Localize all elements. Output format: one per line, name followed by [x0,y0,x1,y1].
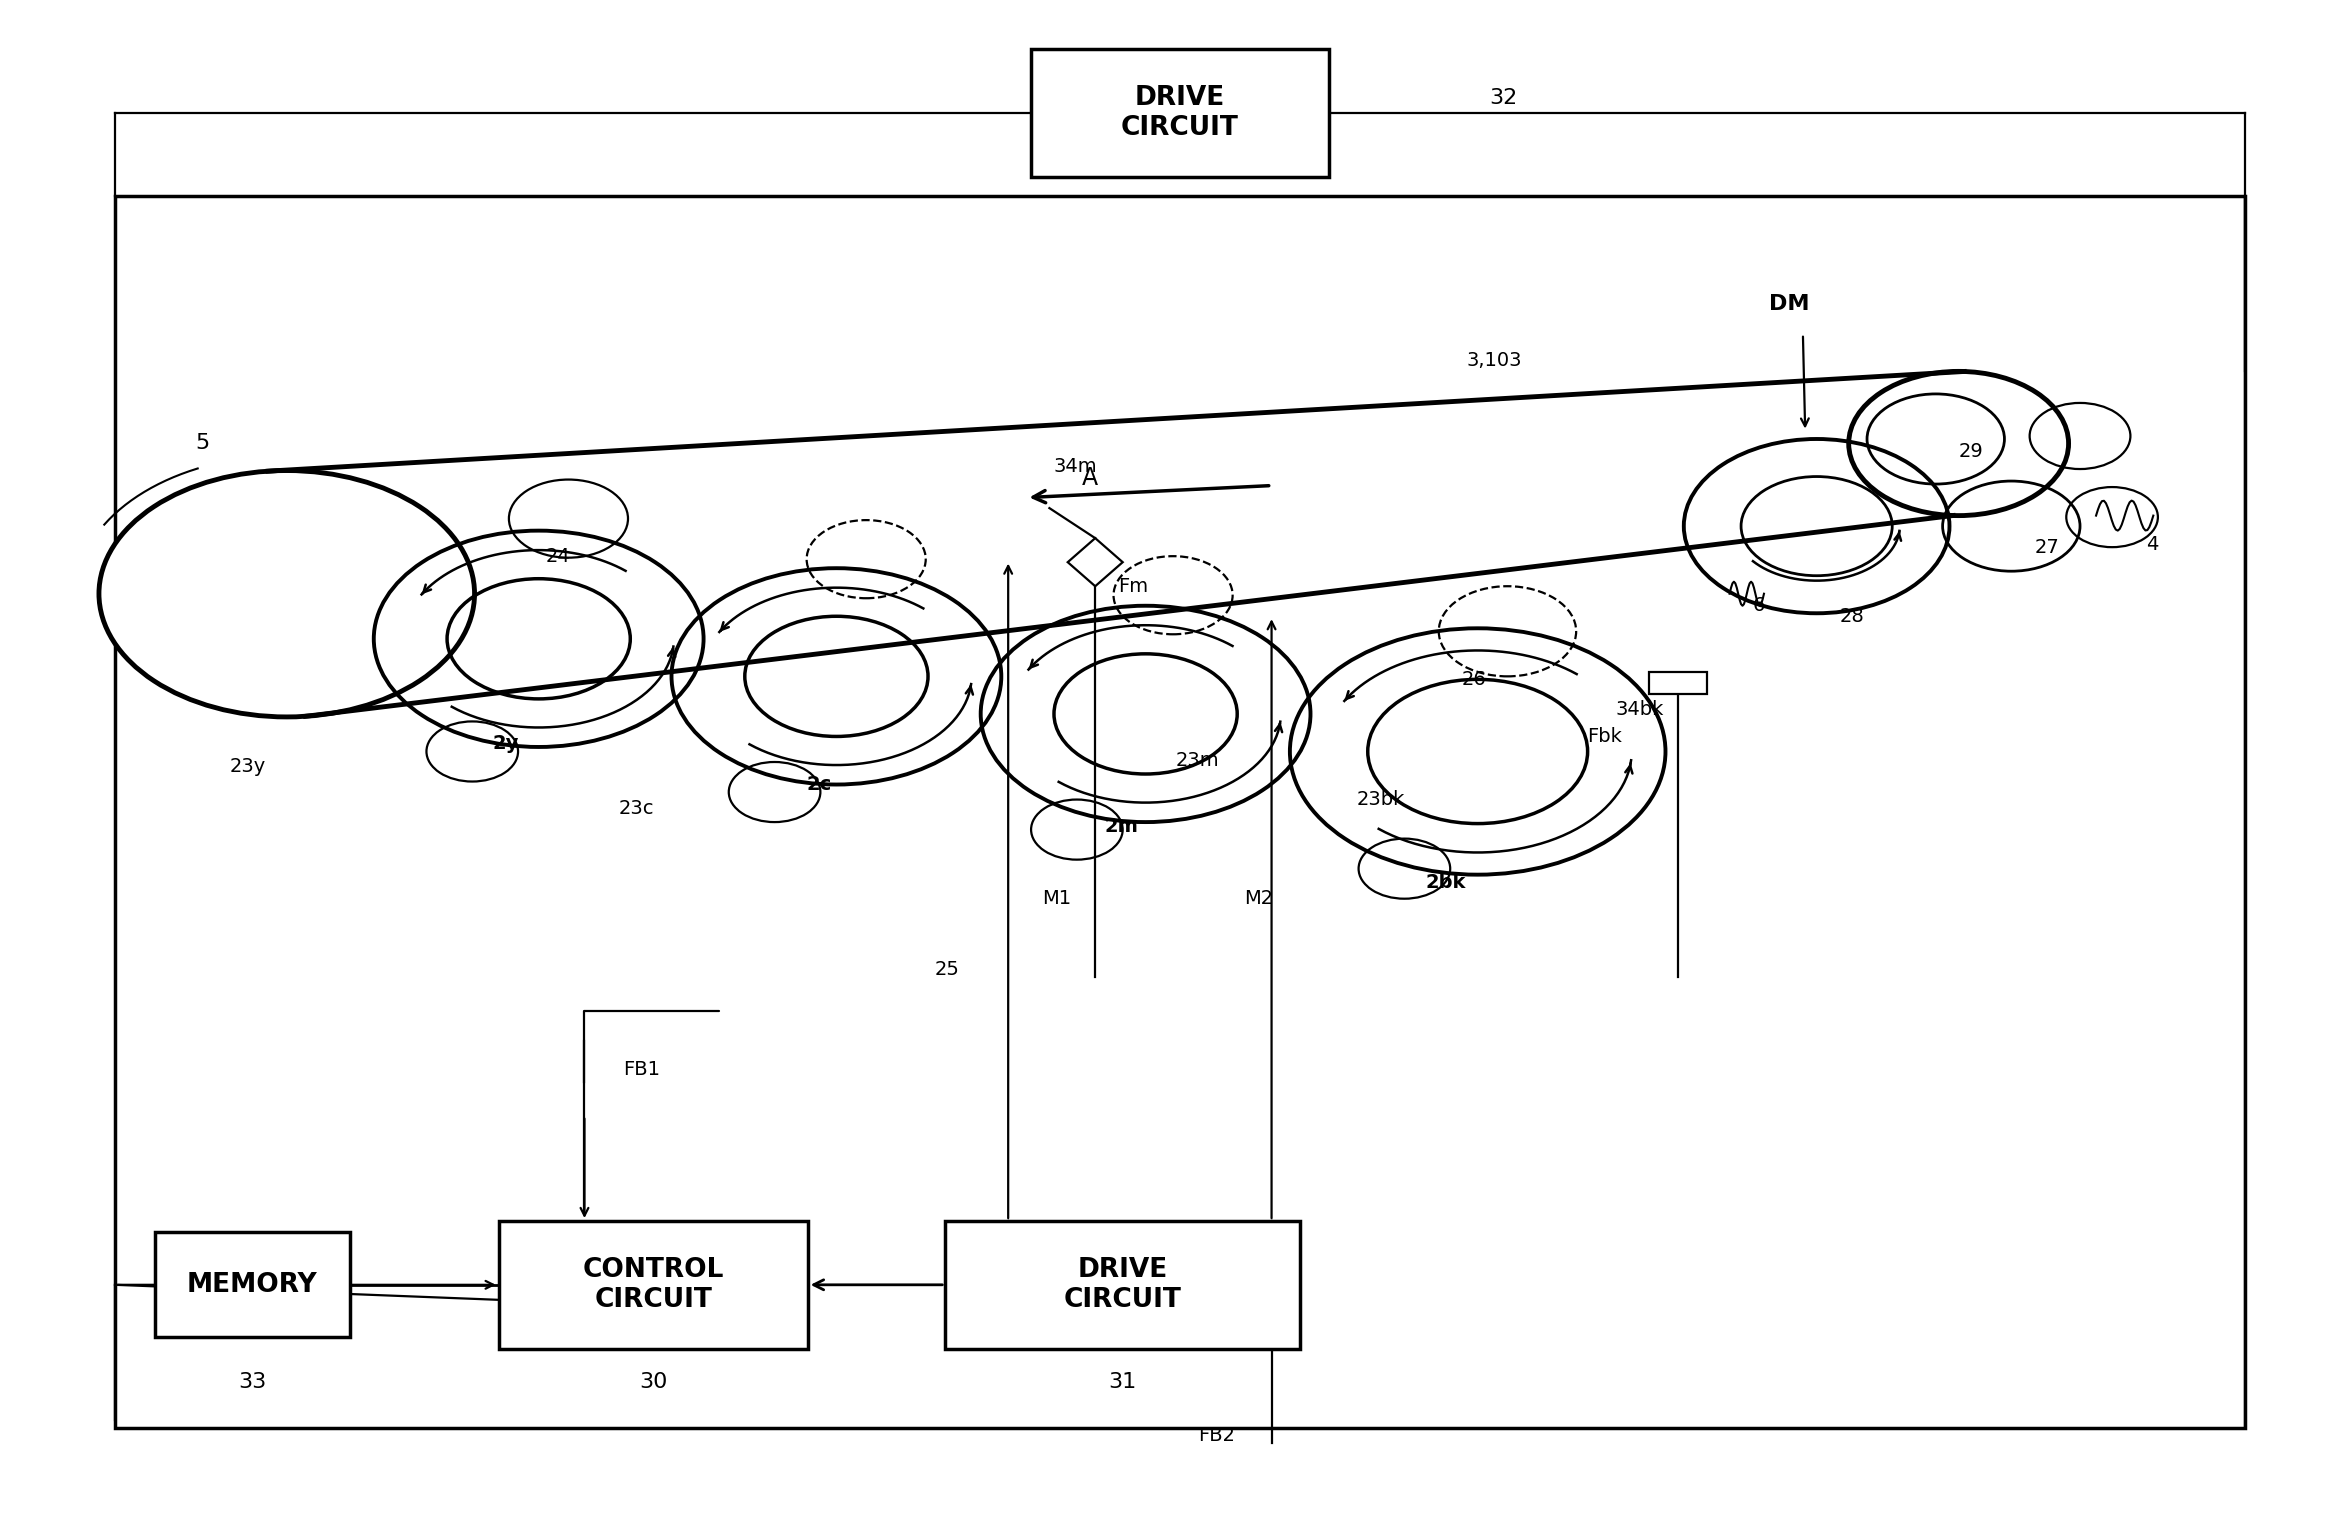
Text: 2y: 2y [493,734,519,753]
Text: MEMORY: MEMORY [187,1272,318,1298]
Text: 6: 6 [1753,596,1764,615]
Bar [1650,671,1706,694]
Text: 4: 4 [2145,535,2159,553]
Text: 2m: 2m [1105,817,1138,835]
Text: 27: 27 [2033,538,2059,556]
Text: M1: M1 [1042,889,1073,908]
Text: 23c: 23c [619,799,654,819]
Circle shape [98,471,474,717]
Bar [1031,49,1330,176]
Text: 23bk: 23bk [1355,789,1405,809]
Circle shape [1849,371,2068,515]
Text: CONTROL
CIRCUIT: CONTROL CIRCUIT [582,1257,724,1312]
Text: 5: 5 [196,434,210,454]
Text: Fm: Fm [1117,576,1147,596]
Text: 30: 30 [638,1372,668,1392]
Bar [944,1220,1299,1349]
Text: 34bk: 34bk [1615,701,1664,719]
Text: A: A [1082,466,1098,491]
Bar [498,1220,809,1349]
Text: 31: 31 [1108,1372,1136,1392]
Text: 2c: 2c [806,776,832,794]
Text: 24: 24 [545,547,570,566]
Bar [154,1233,351,1337]
Text: 2bk: 2bk [1426,872,1465,892]
Text: 26: 26 [1461,670,1486,688]
Bar [115,196,2246,1427]
Text: DM: DM [1769,294,1809,314]
Text: 28: 28 [1839,607,1865,625]
Text: 3,103: 3,103 [1465,351,1521,371]
Text: DRIVE
CIRCUIT: DRIVE CIRCUIT [1063,1257,1183,1312]
Text: 32: 32 [1489,87,1517,107]
Text: 23m: 23m [1176,751,1220,770]
Text: 23y: 23y [229,757,266,776]
Text: 33: 33 [238,1372,266,1392]
Text: 25: 25 [935,960,961,978]
Text: 29: 29 [1958,442,1984,460]
Text: M2: M2 [1243,889,1274,908]
Text: FB1: FB1 [624,1061,661,1079]
Text: DRIVE
CIRCUIT: DRIVE CIRCUIT [1122,84,1239,141]
Text: Fbk: Fbk [1587,727,1622,747]
Text: 34m: 34m [1054,457,1098,475]
Polygon shape [1068,538,1122,586]
Text: FB2: FB2 [1199,1426,1236,1444]
